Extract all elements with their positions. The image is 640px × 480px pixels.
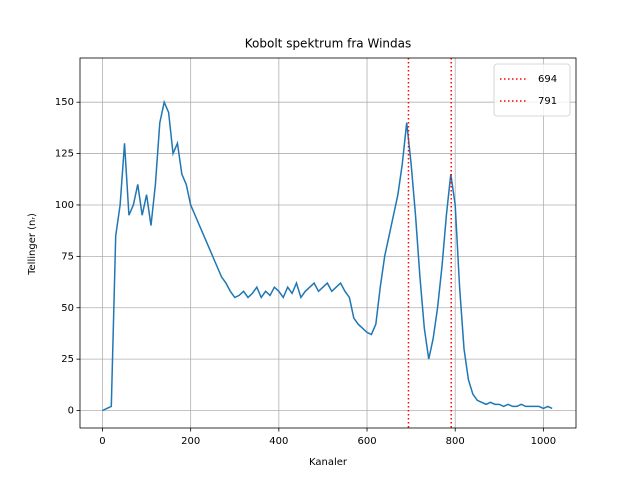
data-line <box>102 99 553 412</box>
x-tick-label: 400 <box>269 436 288 447</box>
plot-frame <box>79 57 577 429</box>
y-tick-label: 150 <box>55 97 74 108</box>
y-tick-label: 25 <box>61 354 74 365</box>
legend-label: 694 <box>538 74 557 85</box>
y-tick-label: 100 <box>55 200 74 211</box>
y-tick-label: 125 <box>55 149 74 160</box>
legend-label: 791 <box>538 96 557 107</box>
x-tick-label: 800 <box>446 436 465 447</box>
x-tick-label: 200 <box>181 436 200 447</box>
y-tick-label: 0 <box>68 406 74 417</box>
legend-box <box>493 63 571 117</box>
y-tick-label: 50 <box>61 303 74 314</box>
x-axis-label: Kanaler <box>309 457 348 468</box>
y-tick-label: 75 <box>61 251 74 262</box>
x-tick-label: 600 <box>357 436 376 447</box>
y-axis-label: Tellinger (nᵣ) <box>27 213 38 276</box>
chart-title: Kobolt spektrum fra Windas <box>245 37 411 51</box>
x-tick-label: 0 <box>99 436 105 447</box>
x-tick-label: 1000 <box>531 436 556 447</box>
